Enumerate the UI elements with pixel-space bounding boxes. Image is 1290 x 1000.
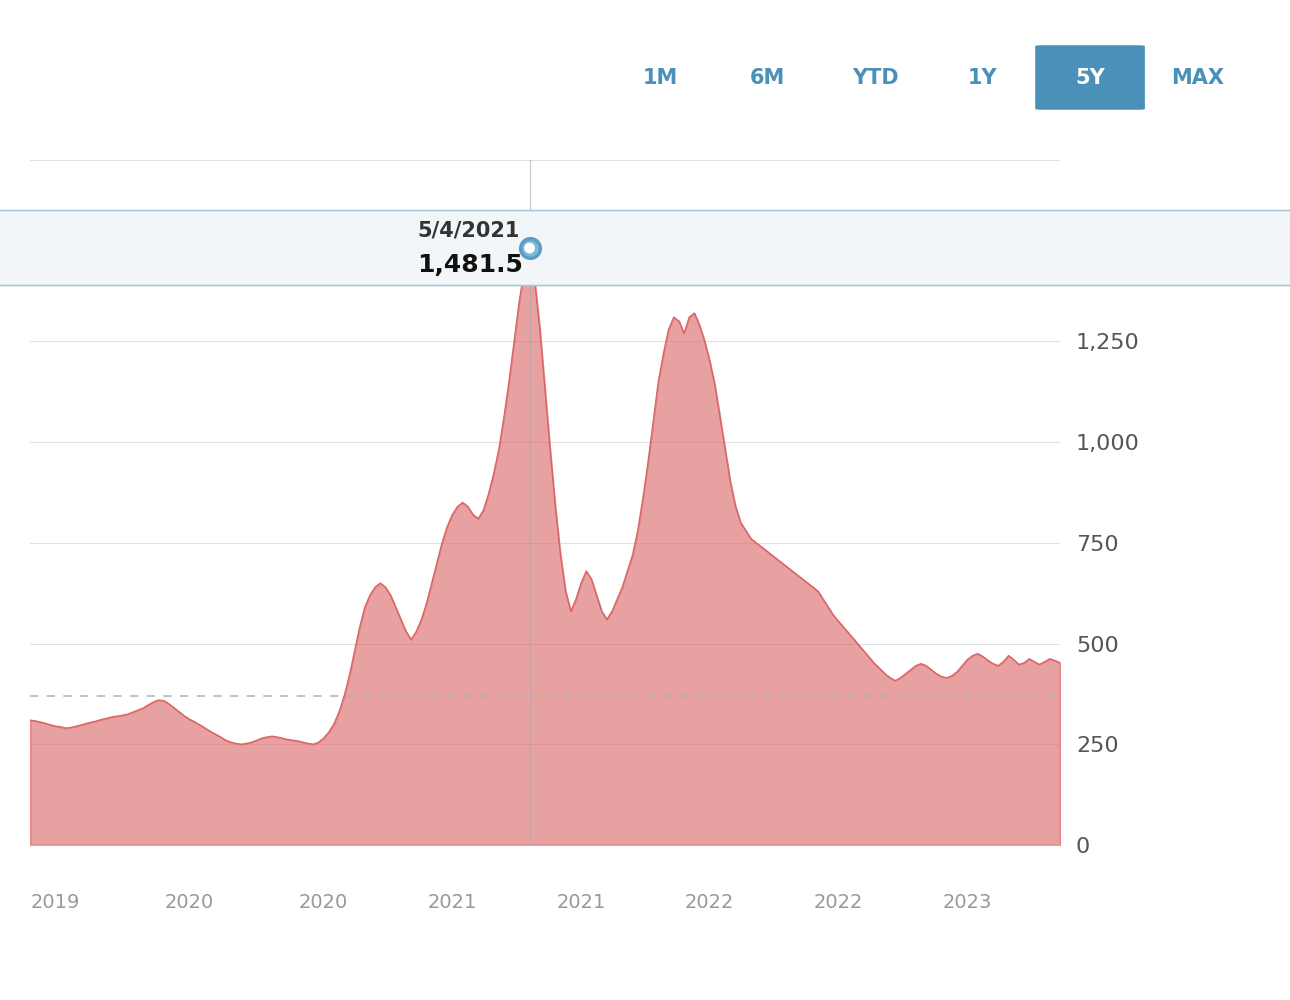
- Text: 2022: 2022: [685, 893, 734, 912]
- Text: YTD: YTD: [851, 68, 898, 88]
- Text: 2020: 2020: [299, 893, 348, 912]
- Text: 2022: 2022: [814, 893, 863, 912]
- Text: 2021: 2021: [427, 893, 477, 912]
- Text: 2021: 2021: [556, 893, 606, 912]
- Text: 1,481.5: 1,481.5: [417, 253, 522, 277]
- Point: [520, 240, 541, 256]
- Text: MAX: MAX: [1171, 68, 1224, 88]
- Text: 1Y: 1Y: [968, 68, 997, 88]
- Text: 5/4/2021: 5/4/2021: [417, 221, 520, 241]
- Polygon shape: [521, 238, 530, 258]
- Text: 2023: 2023: [943, 893, 992, 912]
- FancyBboxPatch shape: [0, 211, 1290, 286]
- Text: 5Y: 5Y: [1075, 68, 1106, 88]
- Text: 2020: 2020: [165, 893, 214, 912]
- Text: 1M: 1M: [642, 68, 677, 88]
- Point: [520, 240, 541, 256]
- Text: 6M: 6M: [749, 68, 786, 88]
- Text: 2019: 2019: [31, 893, 80, 912]
- FancyBboxPatch shape: [1035, 45, 1146, 110]
